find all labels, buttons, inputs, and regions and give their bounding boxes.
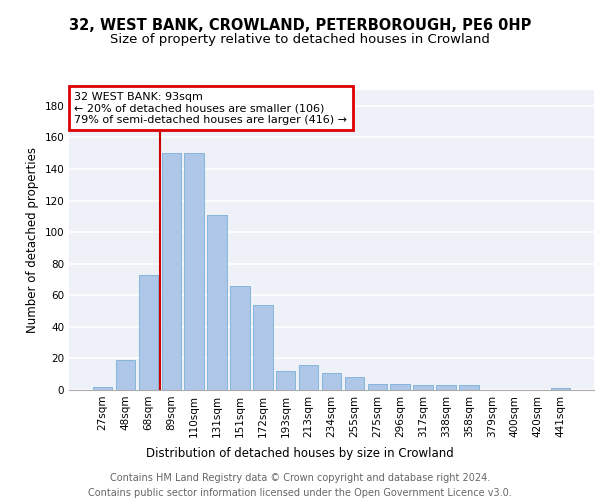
Bar: [368, 384, 387, 390]
Text: 32 WEST BANK: 93sqm
← 20% of detached houses are smaller (106)
79% of semi-detac: 32 WEST BANK: 93sqm ← 20% of detached ho…: [74, 92, 347, 124]
Bar: [344, 378, 364, 390]
Bar: [184, 153, 204, 390]
Bar: [139, 274, 158, 390]
Bar: [459, 386, 479, 390]
Bar: [253, 304, 272, 390]
Text: 32, WEST BANK, CROWLAND, PETERBOROUGH, PE6 0HP: 32, WEST BANK, CROWLAND, PETERBOROUGH, P…: [69, 18, 531, 32]
Bar: [276, 371, 295, 390]
Bar: [230, 286, 250, 390]
Text: Contains HM Land Registry data © Crown copyright and database right 2024.
Contai: Contains HM Land Registry data © Crown c…: [88, 472, 512, 498]
Y-axis label: Number of detached properties: Number of detached properties: [26, 147, 39, 333]
Bar: [436, 386, 455, 390]
Bar: [322, 372, 341, 390]
Text: Size of property relative to detached houses in Crowland: Size of property relative to detached ho…: [110, 32, 490, 46]
Bar: [161, 153, 181, 390]
Text: Distribution of detached houses by size in Crowland: Distribution of detached houses by size …: [146, 448, 454, 460]
Bar: [391, 384, 410, 390]
Bar: [93, 387, 112, 390]
Bar: [299, 364, 319, 390]
Bar: [551, 388, 570, 390]
Bar: [116, 360, 135, 390]
Bar: [413, 386, 433, 390]
Bar: [208, 214, 227, 390]
